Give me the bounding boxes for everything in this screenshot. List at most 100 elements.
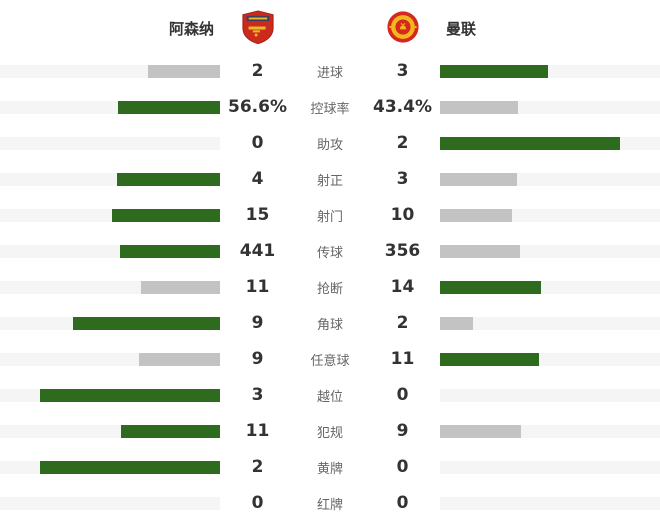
home-bar-track (0, 100, 220, 114)
stat-label: 犯规 (316, 425, 343, 441)
home-value: 9 (251, 349, 264, 369)
home-value: 4 (251, 169, 264, 189)
stat-label: 射正 (316, 173, 343, 189)
stat-label: 助攻 (316, 137, 343, 153)
home-value: 11 (245, 421, 270, 441)
home-bar-track (0, 280, 220, 294)
away-bar (440, 424, 521, 438)
stat-row: 11 犯规 9 (0, 413, 660, 449)
stat-label: 传球 (316, 245, 343, 261)
away-bar-track (440, 100, 660, 114)
away-bar-track (440, 388, 660, 402)
stat-row: 15 射门 10 (0, 197, 660, 233)
stat-row: 2 进球 3 (0, 53, 660, 89)
away-bar-track (440, 352, 660, 366)
away-bar-track (440, 136, 660, 150)
home-value: 441 (239, 241, 276, 261)
away-value: 9 (396, 421, 409, 441)
home-value: 0 (251, 493, 264, 513)
home-bar-track (0, 352, 220, 366)
away-bar (440, 64, 548, 78)
home-bar (139, 352, 220, 366)
home-bar (40, 460, 220, 474)
stat-label: 红牌 (316, 497, 343, 513)
away-bar-track (440, 208, 660, 222)
away-value: 2 (396, 133, 409, 153)
away-value: 0 (396, 385, 409, 405)
stat-label: 黄牌 (316, 461, 343, 477)
home-bar (120, 244, 220, 258)
home-team-name: 阿森纳 (168, 20, 214, 38)
stat-row: 0 红牌 0 (0, 485, 660, 521)
stat-row: 3 越位 0 (0, 377, 660, 413)
away-value: 3 (396, 61, 409, 81)
home-value: 0 (251, 133, 264, 153)
away-value: 11 (390, 349, 415, 369)
away-team-logo-cell (365, 10, 440, 48)
home-bar (112, 208, 220, 222)
home-bar (73, 316, 220, 330)
away-bar-track (440, 280, 660, 294)
away-bar-track (440, 424, 660, 438)
home-bar (121, 424, 220, 438)
away-bar (440, 352, 539, 366)
home-value: 2 (251, 61, 264, 81)
header: 阿森纳 (0, 0, 660, 53)
away-bar (440, 100, 518, 114)
stat-label: 角球 (316, 317, 343, 333)
stat-label: 控球率 (310, 101, 350, 117)
stat-row: 0 助攻 2 (0, 125, 660, 161)
home-bar-track (0, 424, 220, 438)
away-bar (440, 316, 473, 330)
away-value: 43.4% (373, 97, 432, 117)
away-bar-track (440, 460, 660, 474)
home-bar-track (0, 244, 220, 258)
stat-row: 9 任意球 11 (0, 341, 660, 377)
away-bar (440, 244, 520, 258)
stat-label: 抢断 (316, 281, 343, 297)
away-value: 356 (384, 241, 421, 261)
stat-row: 4 射正 3 (0, 161, 660, 197)
stat-row: 2 黄牌 0 (0, 449, 660, 485)
home-bar (118, 100, 220, 114)
away-value: 10 (390, 205, 415, 225)
home-bar (117, 172, 220, 186)
home-bar-track (0, 496, 220, 510)
stat-label: 进球 (316, 65, 343, 81)
away-bar (440, 280, 541, 294)
away-value: 0 (396, 493, 409, 513)
home-bar-track (0, 64, 220, 78)
home-value: 2 (251, 457, 264, 477)
stat-label: 任意球 (310, 353, 350, 369)
stat-row: 56.6% 控球率 43.4% (0, 89, 660, 125)
home-value: 3 (251, 385, 264, 405)
away-bar-track (440, 496, 660, 510)
stat-label: 越位 (316, 389, 343, 405)
away-team-name: 曼联 (446, 20, 477, 38)
stat-row: 441 传球 356 (0, 233, 660, 269)
arsenal-crest-icon (241, 9, 275, 48)
away-bar-track (440, 64, 660, 78)
stats-rows: 2 进球 3 56.6% 控球率 43.4% 0 助攻 2 4 射正 (0, 53, 660, 521)
stat-label: 射门 (316, 209, 343, 225)
home-value: 56.6% (228, 97, 287, 117)
away-value: 3 (396, 169, 409, 189)
home-bar-track (0, 460, 220, 474)
stat-row: 9 角球 2 (0, 305, 660, 341)
home-bar-track (0, 388, 220, 402)
away-value: 0 (396, 457, 409, 477)
away-bar (440, 172, 517, 186)
home-value: 9 (251, 313, 264, 333)
away-bar-track (440, 244, 660, 258)
home-value: 15 (245, 205, 270, 225)
home-bar (40, 388, 220, 402)
away-bar (440, 136, 620, 150)
home-bar (141, 280, 220, 294)
away-bar (440, 208, 512, 222)
man-united-crest-icon (386, 10, 420, 48)
home-bar (148, 64, 220, 78)
stat-row: 11 抢断 14 (0, 269, 660, 305)
home-value: 11 (245, 277, 270, 297)
away-value: 14 (390, 277, 415, 297)
